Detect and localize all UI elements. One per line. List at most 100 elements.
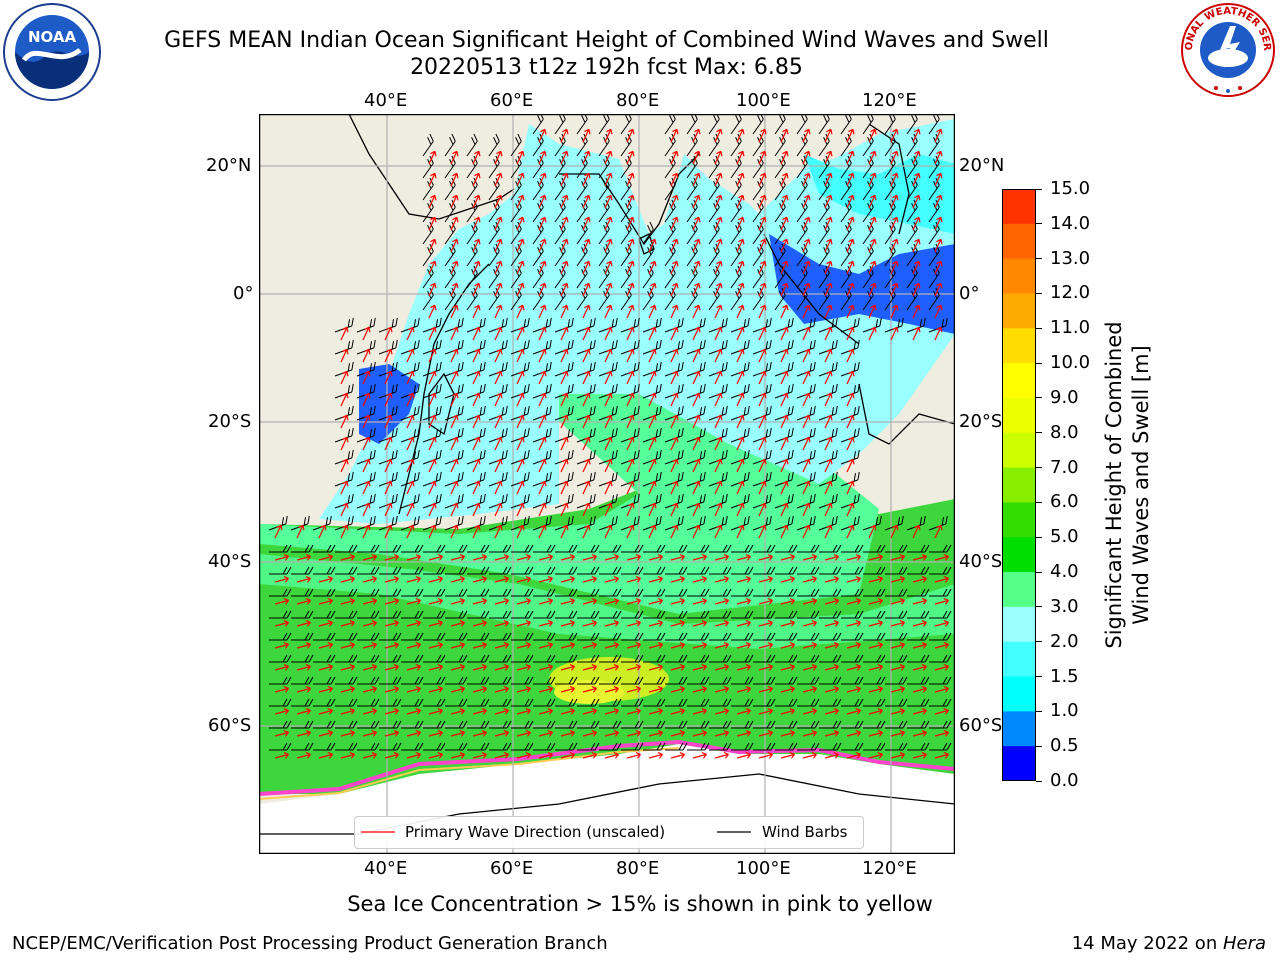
wave-arrow: [274, 575, 289, 583]
wind-barb: [885, 610, 908, 619]
wave-arrow: [692, 524, 701, 539]
wave-arrow: [428, 238, 437, 253]
wave-arrow: [516, 641, 531, 649]
wave-arrow: [670, 260, 679, 275]
wave-arrow: [604, 238, 613, 253]
wind-barb: [687, 588, 710, 597]
wave-arrow: [560, 502, 569, 517]
wave-arrow: [868, 751, 883, 759]
wave-arrow: [538, 575, 553, 583]
colorbar-segment: [1002, 397, 1036, 434]
wave-arrow: [494, 619, 509, 627]
wave-arrow: [868, 326, 877, 341]
wave-arrow: [560, 216, 569, 231]
wave-arrow: [384, 575, 399, 583]
wave-arrow: [648, 663, 663, 671]
wave-arrow: [758, 751, 773, 759]
wind-barb: [291, 698, 314, 707]
wave-arrow: [450, 553, 465, 561]
wave-arrow: [802, 150, 811, 165]
wave-arrow: [868, 304, 877, 319]
wind-barb: [819, 544, 842, 553]
wind-barb: [401, 610, 424, 619]
wave-arrow: [736, 436, 745, 451]
wave-arrow: [494, 575, 509, 583]
wave-arrow: [340, 502, 349, 517]
wind-barb: [401, 698, 424, 707]
wind-barb: [555, 566, 578, 575]
wave-arrow: [714, 260, 723, 275]
colorbar-tick-mark: [1036, 188, 1042, 190]
wind-barb: [269, 720, 292, 729]
wave-arrow: [714, 392, 723, 407]
wave-arrow: [340, 480, 349, 495]
wave-arrow: [318, 553, 333, 561]
wave-arrow: [560, 480, 569, 495]
wave-arrow: [494, 282, 503, 297]
wind-barb: [401, 720, 424, 729]
wave-arrow: [538, 348, 547, 363]
wind-barb: [753, 610, 776, 619]
wind-barb: [665, 566, 688, 575]
wave-arrow: [560, 172, 569, 187]
wave-arrow: [274, 641, 289, 649]
wave-arrow: [846, 458, 855, 473]
wave-arrow: [538, 619, 553, 627]
wave-arrow: [846, 304, 855, 319]
wave-arrow: [538, 480, 547, 495]
wave-arrow: [692, 326, 701, 341]
wave-arrow: [604, 597, 619, 605]
wave-arrow: [692, 194, 701, 209]
wind-barb: [313, 610, 336, 619]
wind-barb: [709, 610, 732, 619]
wave-arrow: [626, 348, 635, 363]
wind-barb: [511, 720, 534, 729]
wave-arrow: [824, 194, 833, 209]
wave-arrow: [692, 597, 707, 605]
wind-barb: [928, 114, 940, 135]
wave-arrow: [428, 304, 437, 319]
wave-arrow: [780, 685, 795, 693]
wave-arrow: [538, 216, 547, 231]
wind-barb: [401, 632, 424, 641]
wave-arrow: [670, 729, 685, 737]
wave-arrow: [296, 524, 305, 539]
wave-arrow: [890, 172, 899, 187]
wave-arrow: [692, 502, 701, 517]
wind-barb: [555, 588, 578, 597]
wave-arrow: [758, 392, 767, 407]
wind-barb: [401, 654, 424, 663]
wind-barb: [533, 544, 556, 553]
wave-arrow: [714, 370, 723, 385]
wave-arrow: [934, 729, 949, 737]
wave-arrow: [582, 458, 591, 473]
wave-arrow: [494, 597, 509, 605]
wave-arrow: [758, 619, 773, 627]
wind-barb: [313, 676, 336, 685]
wave-arrow: [472, 480, 481, 495]
wave-arrow: [560, 414, 569, 429]
colorbar-tick-mark: [1036, 292, 1042, 294]
wave-arrow: [362, 597, 377, 605]
wind-barb: [643, 742, 666, 751]
wave-arrow: [868, 238, 877, 253]
wind-barb: [642, 221, 654, 245]
wave-arrow: [648, 238, 657, 253]
wave-arrow: [736, 480, 745, 495]
wind-barb: [467, 742, 490, 751]
wave-arrow: [296, 663, 311, 671]
wind-barb: [269, 610, 292, 619]
wave-arrow: [670, 480, 679, 495]
wave-arrow: [714, 282, 723, 297]
wave-arrow: [538, 150, 547, 165]
wave-arrow: [626, 128, 635, 143]
wave-arrow: [780, 663, 795, 671]
wind-barb: [291, 566, 314, 575]
wave-arrow: [758, 194, 767, 209]
wave-arrow: [824, 172, 833, 187]
wind-barb: [929, 742, 952, 751]
wave-arrow: [428, 392, 437, 407]
wind-barb: [291, 720, 314, 729]
wave-arrow: [692, 370, 701, 385]
map-subtitle: 20220513 t12z 192h fcst Max: 6.85: [410, 55, 803, 80]
